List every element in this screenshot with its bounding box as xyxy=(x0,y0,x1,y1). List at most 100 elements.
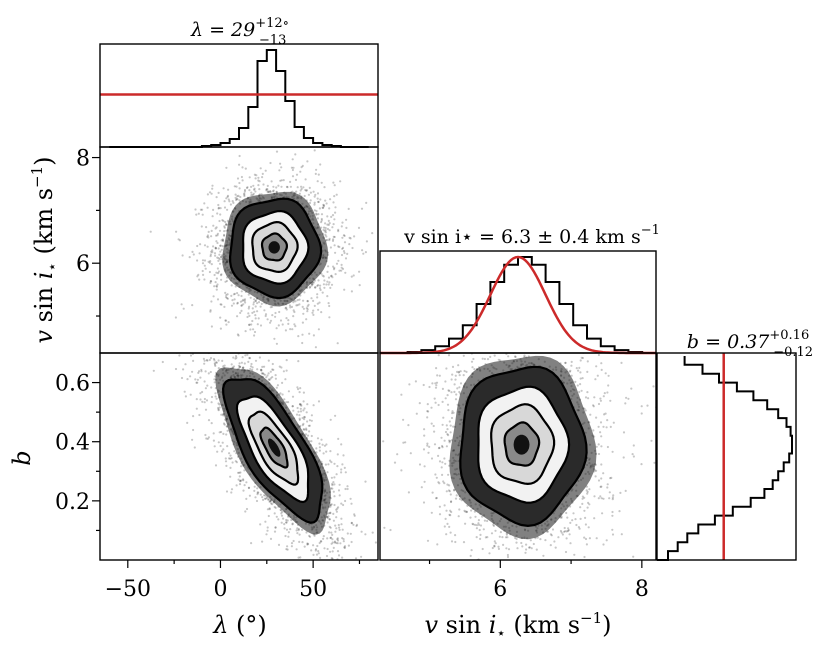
sample-point xyxy=(240,175,243,179)
sample-point xyxy=(341,247,344,250)
sample-point xyxy=(201,213,204,216)
sample-point xyxy=(343,251,346,255)
sample-point xyxy=(191,304,194,307)
sample-point xyxy=(204,408,208,411)
sample-point xyxy=(232,293,235,296)
vsini-x-axis-label: v sin i⋆ (km s−1) xyxy=(424,609,611,642)
sample-point xyxy=(269,161,272,165)
sample-point xyxy=(243,188,247,192)
sample-point xyxy=(281,381,284,384)
sample-point xyxy=(336,537,339,540)
sample-point xyxy=(189,346,191,348)
sample-point xyxy=(217,270,221,273)
sample-point xyxy=(339,180,342,183)
sample-point xyxy=(325,235,328,238)
sample-point xyxy=(305,428,308,431)
sample-point xyxy=(253,298,256,301)
sample-point xyxy=(238,483,242,486)
sample-point xyxy=(290,545,293,548)
sample-point xyxy=(320,217,323,221)
sample-point xyxy=(213,381,216,384)
sample-point xyxy=(225,464,228,467)
sample-point xyxy=(274,526,277,529)
sample-point xyxy=(333,184,336,187)
sample-point xyxy=(335,541,338,545)
sample-point xyxy=(336,542,339,545)
sample-point xyxy=(330,274,333,277)
sample-point xyxy=(331,226,334,229)
sample-point xyxy=(316,293,319,296)
sample-point xyxy=(291,168,294,172)
sample-point xyxy=(215,277,218,280)
sample-point xyxy=(382,550,384,552)
sample-point xyxy=(308,564,310,566)
sample-point xyxy=(299,403,303,406)
sample-point xyxy=(260,369,263,372)
sample-point xyxy=(223,423,226,426)
sample-point xyxy=(240,361,243,364)
sample-point xyxy=(309,285,312,288)
sample-point xyxy=(358,270,361,273)
sample-point xyxy=(269,499,272,502)
sample-point xyxy=(238,187,241,190)
b-axis-label: b xyxy=(8,450,36,465)
sample-point xyxy=(320,221,323,224)
sample-point xyxy=(217,257,220,260)
sample-point xyxy=(178,239,181,242)
sample-point xyxy=(200,368,203,371)
sample-point xyxy=(328,518,331,521)
sample-point xyxy=(242,479,245,482)
sample-point xyxy=(305,531,308,534)
sample-point xyxy=(303,194,306,198)
sample-point xyxy=(206,245,209,248)
sample-point xyxy=(333,266,336,270)
sample-point xyxy=(216,344,218,346)
sample-point xyxy=(236,302,239,305)
sample-point xyxy=(225,433,228,436)
sample-point xyxy=(281,510,284,513)
sample-point xyxy=(347,544,350,547)
sample-point xyxy=(284,329,287,332)
sample-point xyxy=(237,344,239,346)
sample-point xyxy=(261,176,264,179)
sample-point xyxy=(284,307,287,310)
sample-point xyxy=(296,186,299,189)
sample-point xyxy=(299,556,302,559)
sample-point xyxy=(210,250,213,253)
sample-point xyxy=(281,393,284,396)
sample-point xyxy=(261,365,264,368)
sample-point xyxy=(325,569,327,571)
sample-point xyxy=(332,265,335,268)
sample-point xyxy=(326,223,329,226)
sample-point xyxy=(334,530,337,533)
sample-point xyxy=(336,539,340,542)
sample-point xyxy=(313,304,316,307)
sample-point xyxy=(336,453,339,456)
sample-point xyxy=(271,503,274,506)
sample-point xyxy=(256,491,259,494)
sample-point xyxy=(211,251,214,254)
sample-point xyxy=(265,189,268,192)
sample-point xyxy=(312,404,315,407)
sample-point xyxy=(320,438,323,441)
sample-point xyxy=(248,323,251,326)
sample-point xyxy=(218,431,221,434)
sample-point xyxy=(350,290,353,293)
sample-point xyxy=(333,244,336,247)
sample-point xyxy=(208,299,210,301)
sample-point xyxy=(260,372,263,375)
sample-point xyxy=(365,201,368,204)
sample-point xyxy=(334,273,337,276)
sample-point xyxy=(314,286,317,289)
sample-point xyxy=(218,258,221,261)
sample-point xyxy=(210,235,213,238)
sample-point xyxy=(327,265,330,268)
sample-point xyxy=(322,203,325,206)
sample-point xyxy=(230,284,233,287)
sample-point xyxy=(242,298,245,301)
sample-point xyxy=(218,403,221,406)
sample-point xyxy=(299,410,303,413)
sample-point xyxy=(221,359,224,362)
sample-point xyxy=(321,291,324,294)
sample-point xyxy=(205,226,208,229)
